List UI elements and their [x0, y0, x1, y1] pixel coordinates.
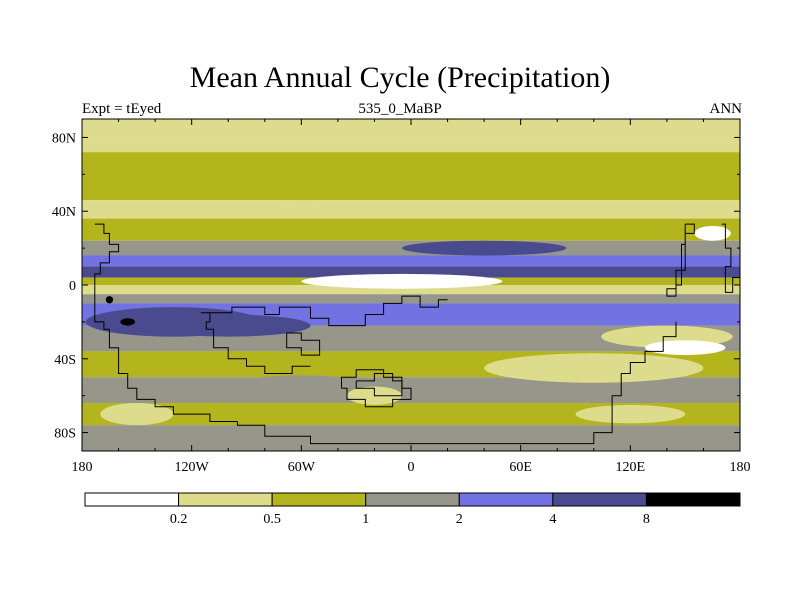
y-axis: 80N 40N 0 40S 80S [52, 131, 740, 442]
coastline-0 [94, 223, 677, 445]
coastline-3 [286, 332, 321, 356]
coastline-6 [666, 223, 695, 297]
contour-feature-8 [401, 240, 567, 256]
contour-feature-10 [484, 353, 704, 383]
coastline-2 [205, 312, 311, 374]
contour-feature-14 [575, 404, 686, 424]
contour-band-10 [82, 294, 740, 304]
coastline-4 [341, 369, 412, 408]
y-tick-label-2: 0 [69, 279, 76, 294]
x-tick-label-5: 120E [616, 460, 646, 475]
x-tick-label-0: 180 [72, 460, 93, 475]
contour-band-4 [82, 218, 740, 241]
colorbar-label-0: 0.2 [170, 512, 188, 527]
coastline-layer [94, 223, 740, 445]
colorbar-swatch-3 [365, 492, 460, 507]
contour-feature-1 [350, 277, 454, 285]
contour-feature-12 [694, 225, 731, 241]
contour-band-1 [82, 137, 740, 153]
colorbar-swatch-4 [458, 492, 554, 507]
colorbar-swatch-0 [84, 492, 180, 507]
colorbar-label-4: 4 [549, 512, 556, 527]
center-string: 535_0_MaBP [358, 101, 442, 117]
x-tick-label-1: 120W [175, 460, 210, 475]
chart-title: Mean Annual Cycle (Precipitation) [189, 61, 611, 94]
contour-feature-9 [228, 375, 375, 398]
contour-feature-3 [644, 340, 726, 356]
left-string: Expt = tEyed [82, 101, 162, 117]
y-tick-label-0: 80N [52, 131, 76, 146]
x-axis: 180 120W 60W 0 60E 120E 180 [72, 119, 751, 475]
colorbar-label-3: 2 [456, 512, 463, 527]
right-string: ANN [709, 101, 743, 117]
contour-feature-7 [105, 296, 114, 304]
x-tick-label-6: 180 [730, 460, 751, 475]
contour-feature-13 [219, 200, 384, 212]
colorbar-label-2: 1 [362, 512, 369, 527]
colorbar-swatch-1 [178, 492, 273, 507]
contour-band-15 [82, 403, 740, 426]
y-tick-label-4: 80S [54, 427, 76, 442]
contour-band-7 [82, 266, 740, 278]
colorbar-swatch-5 [552, 492, 647, 507]
coastline-7 [721, 223, 740, 293]
colorbar-label-5: 8 [643, 512, 650, 527]
colorbar: 0.2 0.5 1 2 4 8 [84, 492, 741, 527]
contour-fill-layer [82, 119, 740, 451]
contour-band-6 [82, 255, 740, 267]
x-tick-label-2: 60W [288, 460, 316, 475]
colorbar-label-1: 0.5 [263, 512, 281, 527]
contour-band-0 [82, 119, 740, 138]
colorbar-swatch-2 [271, 492, 367, 507]
contour-band-9 [82, 285, 740, 295]
contour-feature-15 [100, 403, 174, 426]
contour-feature-5 [145, 314, 311, 337]
contour-feature-6 [120, 318, 136, 326]
colorbar-swatch-6 [645, 492, 741, 507]
coastline-1 [200, 295, 448, 327]
y-tick-label-1: 40N [52, 205, 76, 220]
x-tick-label-3: 0 [408, 460, 415, 475]
y-tick-label-3: 40S [54, 353, 76, 368]
contour-band-3 [82, 200, 740, 219]
coastline-5 [355, 373, 403, 397]
contour-band-2 [82, 152, 740, 201]
x-tick-label-4: 60E [509, 460, 532, 475]
